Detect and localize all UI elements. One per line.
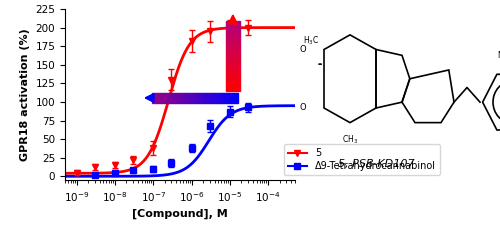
FancyArrow shape	[195, 93, 198, 103]
FancyArrow shape	[190, 93, 192, 103]
FancyArrow shape	[209, 93, 212, 103]
FancyArrow shape	[158, 93, 161, 103]
FancyArrow shape	[226, 70, 240, 72]
FancyArrow shape	[226, 84, 240, 86]
FancyArrow shape	[212, 93, 215, 103]
FancyArrow shape	[232, 93, 234, 103]
FancyArrow shape	[200, 93, 203, 103]
FancyArrow shape	[226, 82, 240, 84]
FancyArrow shape	[164, 93, 166, 103]
FancyArrow shape	[226, 37, 240, 40]
FancyArrow shape	[226, 54, 240, 56]
FancyArrow shape	[155, 93, 158, 103]
FancyArrow shape	[175, 93, 178, 103]
FancyArrow shape	[226, 49, 240, 51]
FancyArrow shape	[226, 77, 240, 79]
FancyArrow shape	[234, 93, 238, 103]
FancyArrow shape	[170, 93, 172, 103]
FancyArrow shape	[166, 93, 170, 103]
FancyArrow shape	[226, 51, 240, 54]
FancyArrow shape	[186, 93, 190, 103]
FancyArrow shape	[226, 35, 240, 37]
FancyArrow shape	[226, 93, 229, 103]
Text: CH$_3$: CH$_3$	[342, 134, 358, 146]
Y-axis label: GPR18 activation (%): GPR18 activation (%)	[20, 28, 30, 161]
FancyArrow shape	[226, 68, 240, 70]
FancyArrow shape	[226, 72, 240, 75]
FancyArrow shape	[220, 93, 224, 103]
FancyArrow shape	[181, 93, 184, 103]
FancyArrow shape	[226, 86, 240, 89]
FancyArrow shape	[226, 21, 240, 23]
Legend: 5, Δ9-Tetrahydrocannabinol: 5, Δ9-Tetrahydrocannabinol	[284, 144, 440, 175]
FancyArrow shape	[184, 93, 186, 103]
Text: O: O	[300, 104, 306, 112]
FancyArrow shape	[226, 79, 240, 82]
FancyArrow shape	[178, 93, 181, 103]
FancyArrow shape	[224, 93, 226, 103]
FancyArrow shape	[226, 42, 240, 44]
FancyArrow shape	[226, 75, 240, 77]
Text: H$_3$C: H$_3$C	[303, 34, 319, 47]
FancyArrow shape	[226, 65, 240, 68]
FancyArrow shape	[226, 61, 240, 63]
FancyArrow shape	[226, 30, 240, 33]
FancyArrow shape	[226, 23, 240, 26]
FancyArrow shape	[226, 26, 240, 28]
FancyArrow shape	[204, 93, 206, 103]
FancyArrow shape	[161, 93, 164, 103]
Text: NH: NH	[498, 51, 500, 60]
FancyArrow shape	[226, 56, 240, 58]
FancyArrow shape	[226, 58, 240, 61]
FancyArrow shape	[226, 44, 240, 47]
FancyArrow shape	[172, 93, 175, 103]
FancyArrow shape	[226, 40, 240, 42]
FancyArrow shape	[206, 93, 209, 103]
FancyArrow shape	[229, 93, 232, 103]
FancyArrow shape	[218, 93, 220, 103]
FancyArrow shape	[226, 28, 240, 30]
Text: O: O	[300, 45, 306, 54]
X-axis label: [Compound], M: [Compound], M	[132, 209, 228, 219]
FancyArrow shape	[198, 93, 200, 103]
Text: 5, PSB-KD107: 5, PSB-KD107	[338, 159, 414, 169]
FancyArrow shape	[226, 33, 240, 35]
FancyArrow shape	[215, 93, 218, 103]
FancyArrow shape	[226, 63, 240, 65]
FancyArrow shape	[226, 47, 240, 49]
FancyArrow shape	[152, 93, 155, 103]
FancyArrow shape	[226, 89, 240, 91]
FancyArrow shape	[192, 93, 195, 103]
